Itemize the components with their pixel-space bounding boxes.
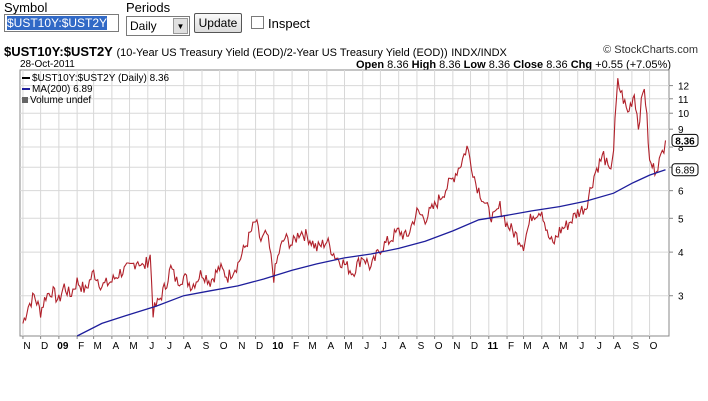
x-tick-label: A — [399, 341, 406, 352]
legend-price-swatch — [22, 77, 30, 80]
x-tick-label: N — [453, 341, 460, 352]
legend-price-label: $UST10Y:$UST2Y (Daily) 8.36 — [32, 73, 170, 84]
x-tick-label: F — [78, 341, 84, 352]
last-price-tag-label: 8.36 — [675, 136, 695, 147]
chevron-down-icon[interactable]: ▼ — [173, 18, 188, 34]
close-value: 8.36 — [546, 59, 568, 71]
legend-volume: Volume undef — [22, 95, 169, 106]
legend-ma-label: MA(200) 6.89 — [32, 84, 93, 95]
symbol-input[interactable]: $UST10Y:$UST2Y — [4, 14, 119, 32]
bar-chart-icon — [22, 97, 28, 104]
last-ma-tag — [671, 163, 699, 177]
inspect-checkbox[interactable] — [251, 16, 264, 29]
ma-line — [76, 169, 666, 337]
x-tick-label: O — [650, 341, 658, 352]
stockcharts-logo[interactable]: © StockCharts.com — [603, 44, 698, 56]
periods-value: Daily — [130, 19, 157, 33]
x-tick-label: 09 — [57, 341, 69, 352]
high-value: 8.36 — [439, 59, 461, 71]
y-tick-label: 12 — [678, 82, 690, 93]
chg-label: Chg — [570, 59, 593, 71]
price-line — [22, 78, 667, 324]
x-tick-label: J — [382, 341, 387, 352]
legend-price: $UST10Y:$UST2Y (Daily) 8.36 — [22, 73, 169, 84]
toolbar: Symbol $UST10Y:$UST2Y Periods Daily ▼ Up… — [0, 0, 708, 38]
x-tick-label: J — [597, 341, 602, 352]
chg-value: +0.55 (+7.05%) — [595, 59, 671, 71]
ohlc-readout: Open 8.36 High 8.36 Low 8.36 Close 8.36 … — [356, 59, 671, 71]
x-tick-label: M — [129, 341, 137, 352]
last-ma-tag-label: 6.89 — [675, 166, 695, 177]
x-tick-label: N — [238, 341, 245, 352]
low-value: 8.36 — [488, 59, 511, 71]
periods-label: Periods — [126, 0, 171, 15]
x-tick-label: J — [364, 341, 369, 352]
y-tick-label: 4 — [678, 248, 684, 259]
x-tick-label: F — [508, 341, 514, 352]
x-tick-label: A — [542, 341, 549, 352]
chart-date: 28-Oct-2011 — [20, 59, 75, 70]
chart-description: (10-Year US Treasury Yield (EOD)/2-Year … — [116, 47, 448, 59]
legend-ma: MA(200) 6.89 — [22, 84, 169, 95]
inspect-label: Inspect — [268, 16, 310, 31]
x-tick-label: S — [418, 341, 425, 352]
symbol-label: Symbol — [4, 0, 48, 15]
y-tick-label: 8 — [678, 143, 684, 154]
low-label: Low — [463, 59, 486, 71]
x-tick-label: O — [435, 341, 443, 352]
chart-title: $UST10Y:$UST2Y (10-Year US Treasury Yiel… — [4, 44, 507, 59]
x-tick-label: D — [41, 341, 48, 352]
chart-symbol: $UST10Y:$UST2Y — [4, 44, 113, 59]
x-tick-label: A — [184, 341, 191, 352]
close-label: Close — [513, 59, 544, 71]
open-value: 8.36 — [387, 59, 409, 71]
y-tick-label: 5 — [678, 214, 684, 225]
x-tick-label: O — [220, 341, 228, 352]
x-tick-label: M — [93, 341, 101, 352]
symbol-input-value: $UST10Y:$UST2Y — [7, 16, 108, 30]
x-tick-label: 11 — [487, 341, 498, 352]
x-tick-label: A — [113, 341, 120, 352]
x-tick-label: S — [633, 341, 640, 352]
open-label: Open — [355, 59, 385, 71]
x-tick-label: 10 — [272, 341, 284, 352]
periods-select[interactable]: Daily ▼ — [126, 16, 190, 36]
chart-legend: $UST10Y:$UST2Y (Daily) 8.36 MA(200) 6.89… — [22, 73, 169, 106]
x-tick-label: D — [471, 341, 478, 352]
x-tick-label: M — [523, 341, 531, 352]
last-price-tag — [671, 133, 699, 147]
x-tick-label: M — [559, 341, 567, 352]
x-tick-label: S — [203, 341, 210, 352]
x-tick-label: F — [293, 341, 299, 352]
update-button[interactable]: Update — [194, 13, 242, 33]
x-tick-label: M — [308, 341, 316, 352]
x-tick-label: D — [256, 341, 263, 352]
x-tick-label: A — [614, 341, 621, 352]
x-tick-label: M — [344, 341, 352, 352]
y-tick-label: 11 — [678, 95, 689, 106]
x-tick-label: J — [167, 341, 172, 352]
x-tick-label: A — [327, 341, 334, 352]
high-label: High — [411, 59, 437, 71]
x-tick-label: N — [23, 341, 30, 352]
chart-exchange: INDX/INDX — [451, 47, 507, 59]
y-tick-label: 3 — [678, 292, 684, 303]
y-tick-label: 6 — [678, 187, 684, 198]
y-tick-label: 10 — [678, 109, 690, 120]
x-tick-label: J — [149, 341, 154, 352]
legend-ma-swatch — [22, 88, 30, 91]
y-tick-label: 9 — [678, 125, 684, 136]
x-tick-label: J — [579, 341, 584, 352]
legend-volume-label: Volume undef — [30, 95, 92, 106]
